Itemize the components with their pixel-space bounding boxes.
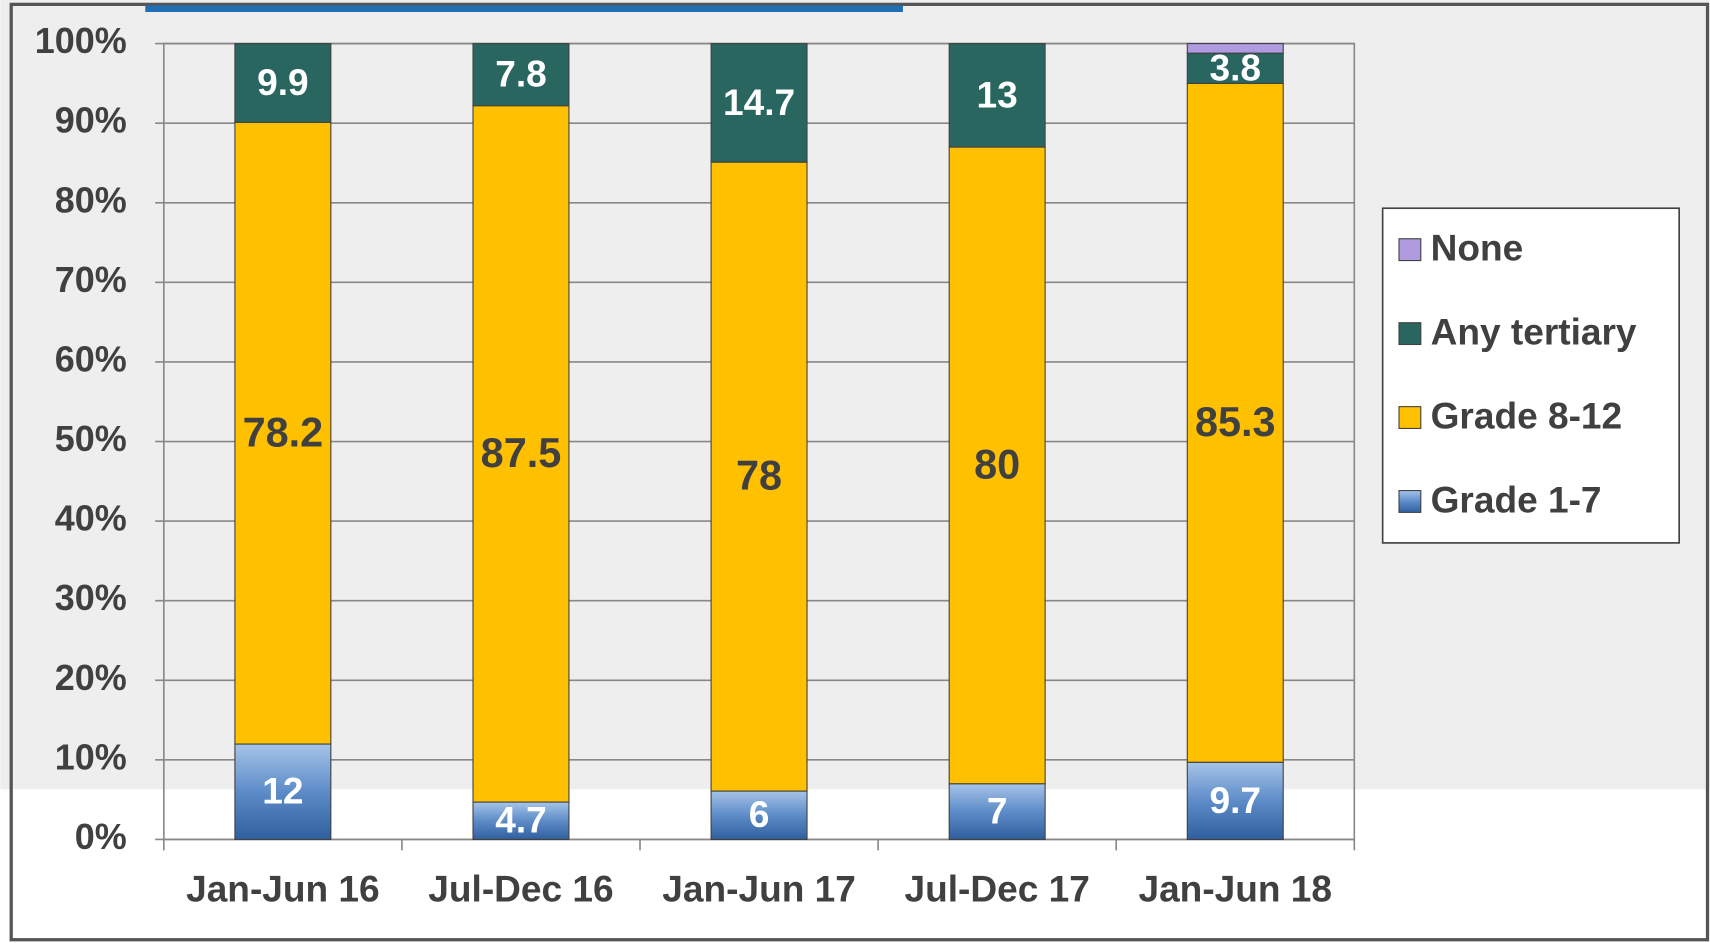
bar-segment [710,790,808,840]
bar-segment [710,161,808,792]
data-label: 87.5 [481,430,562,476]
y-tick-label: 10% [55,736,127,777]
y-tick-label: 90% [55,100,127,141]
data-label: 85.3 [1195,399,1276,445]
data-label: 7 [987,790,1008,832]
data-label: 14.7 [723,81,795,123]
bar-segment [948,146,1046,785]
data-label: 4.7 [495,799,547,841]
legend-label: Grade 8-12 [1431,394,1623,436]
bar-segment [1186,82,1284,763]
y-tick-label: 70% [55,259,127,300]
x-tick-label: Jan-Jun 18 [1138,868,1332,910]
bar-segment [948,43,1046,148]
y-tick-label: 40% [55,498,127,539]
bar-segment [234,43,332,123]
bar-segment [1186,43,1284,54]
legend-label: Any tertiary [1431,310,1637,352]
frame [9,2,1710,942]
y-tick-label: 80% [55,179,127,220]
bar-segment [234,121,332,745]
data-label: 12 [262,770,303,812]
y-tick-label: 60% [55,338,127,379]
y-tick-label: 100% [35,20,127,61]
legend-swatch [1398,238,1422,262]
y-tick-label: 0% [75,816,127,857]
legend-label: Grade 1-7 [1431,478,1602,520]
y-tick-label: 20% [55,657,127,698]
data-label: 80 [974,442,1020,488]
data-label: 9.7 [1209,779,1261,821]
data-label: 78 [736,453,782,499]
bar-segment [710,43,808,163]
legend-label: None [1431,227,1524,269]
x-tick-label: Jul-Dec 17 [904,868,1089,910]
bar-segment [472,43,570,107]
legend-swatch [1398,322,1422,346]
legend-swatch [1398,406,1422,429]
data-label: 9.9 [257,61,309,103]
x-tick-label: Jan-Jun 16 [186,868,380,910]
legend-swatch [1398,490,1422,513]
bar-segment [472,801,570,840]
legend-box [1381,207,1680,544]
y-tick-label: 50% [55,418,127,459]
x-tick-label: Jul-Dec 16 [428,868,613,910]
data-label: 6 [749,793,770,835]
data-label: 7.8 [495,53,547,95]
bar-segment [948,783,1046,840]
data-label: 13 [977,73,1018,115]
bar-segment [1186,52,1284,84]
x-tick-label: Jan-Jun 17 [662,868,856,910]
data-label: 78.2 [243,409,324,455]
bar-segment [234,743,332,840]
y-tick-label: 30% [55,577,127,618]
